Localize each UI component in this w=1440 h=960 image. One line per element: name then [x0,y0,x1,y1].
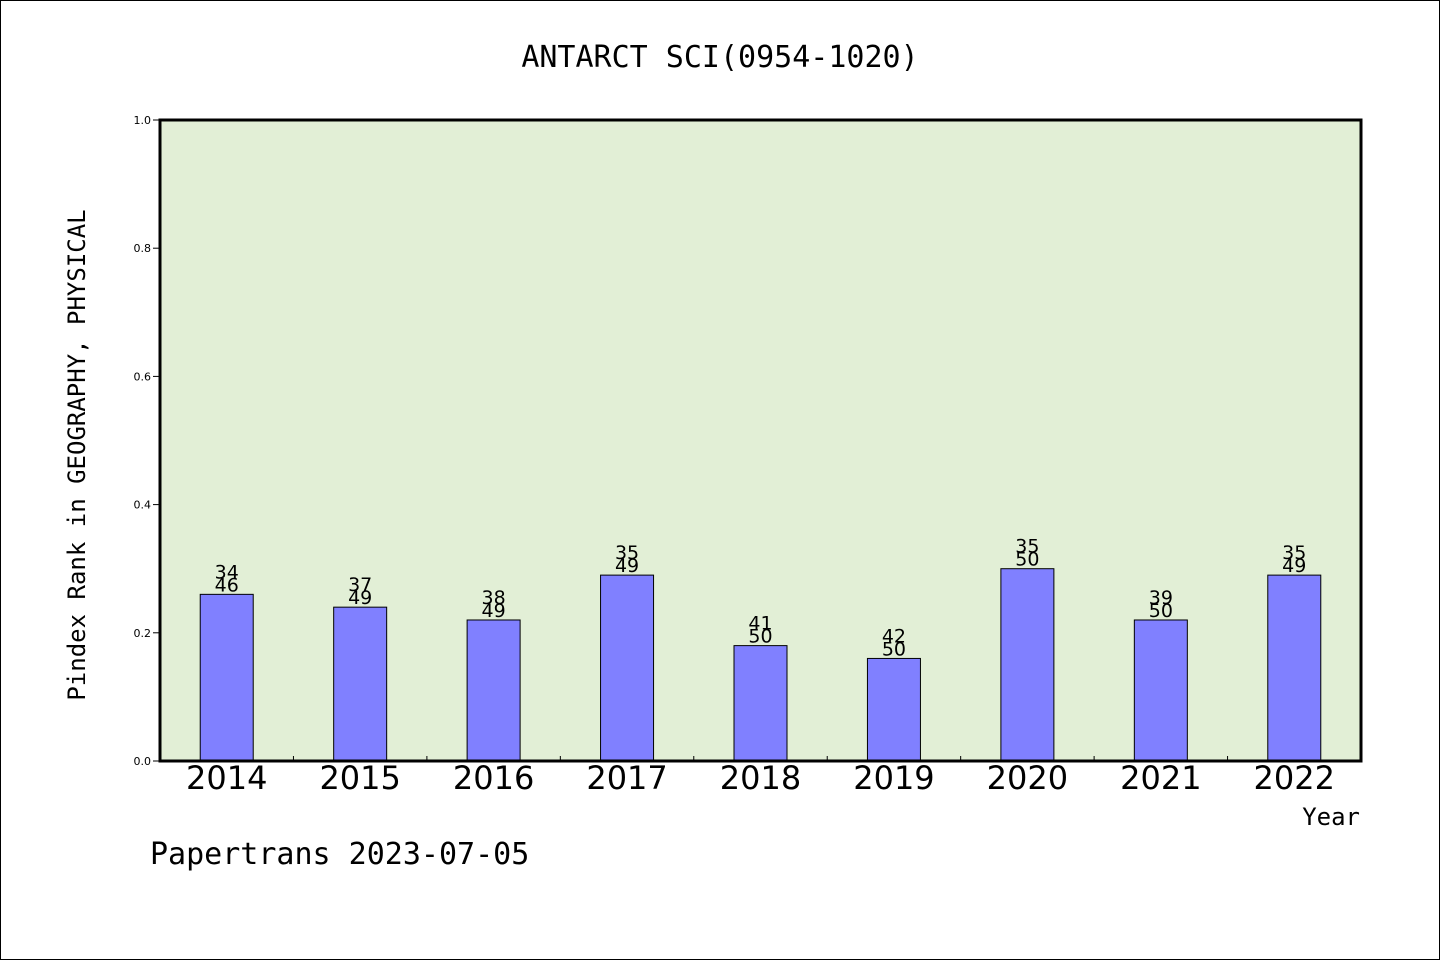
y-tick-label: 0.8 [134,242,152,255]
y-axis-ticks: 0.0 0.2 0.4 0.6 0.8 1.0 [134,114,160,768]
bar-rank-label-2016: 38 [482,587,506,609]
bar-total-label-2020: 50 [1015,549,1039,571]
x-tick-label-2022: 2022 [1254,759,1335,797]
y-tick-label: 0.6 [134,370,152,383]
bar-total-label-2021: 50 [1149,600,1173,622]
bar-total-label-2019: 50 [882,638,906,660]
x-tick-label-2016: 2016 [453,759,534,797]
y-axis-label: Pindex Rank in GEOGRAPHY, PHYSICAL [63,209,91,700]
bar-total-label-2015: 49 [348,587,372,609]
x-tick-label-2019: 2019 [853,759,934,797]
bar-total-label-2022: 49 [1282,555,1306,577]
bar-2021 [1133,619,1188,762]
bar-rank-label-2019: 42 [882,625,906,647]
bar-2014 [199,593,254,762]
bar-rank-label-2017: 35 [615,542,639,564]
bar-2015 [333,606,388,762]
bar-rank-label-2020: 35 [1015,536,1039,558]
plot-border [158,118,1363,763]
bar-rank-label-2015: 37 [348,574,372,596]
bar-2017 [600,574,655,762]
x-axis-ticks: 2014 2015 2016 2017 2018 2019 2020 2021 2022 [186,756,1335,797]
chart-title: ANTARCT SCI(0954-1020) [521,40,918,75]
bar-total-label-2014: 46 [215,574,239,596]
bar-rank-label-2014: 34 [215,561,239,583]
x-tick-label-2018: 2018 [720,759,801,797]
bar-rank-label-2021: 39 [1149,587,1173,609]
y-tick-label: 0.0 [134,755,152,768]
x-tick-label-2021: 2021 [1120,759,1201,797]
y-tick-label: 0.2 [134,627,152,640]
bar-2016 [466,619,521,762]
bar-2018 [733,645,788,762]
x-tick-label-2014: 2014 [186,759,267,797]
bar-total-label-2017: 49 [615,555,639,577]
bar-2022 [1267,574,1322,762]
x-axis-label: Year [1302,803,1360,831]
y-tick-label: 1.0 [134,114,152,127]
bar-2020 [1000,568,1055,762]
bar-2019 [866,657,921,762]
x-tick-label-2020: 2020 [987,759,1068,797]
bar-total-label-2018: 50 [748,626,772,648]
footer-credit: Papertrans 2023-07-05 [150,837,529,872]
bar-total-label-2016: 49 [482,600,506,622]
bar-rank-label-2022: 35 [1282,542,1306,564]
bars-group [199,568,1322,762]
y-tick-label: 0.4 [134,499,152,512]
bar-rank-label-2018: 41 [748,613,772,635]
x-tick-label-2015: 2015 [319,759,400,797]
x-tick-label-2017: 2017 [586,759,667,797]
